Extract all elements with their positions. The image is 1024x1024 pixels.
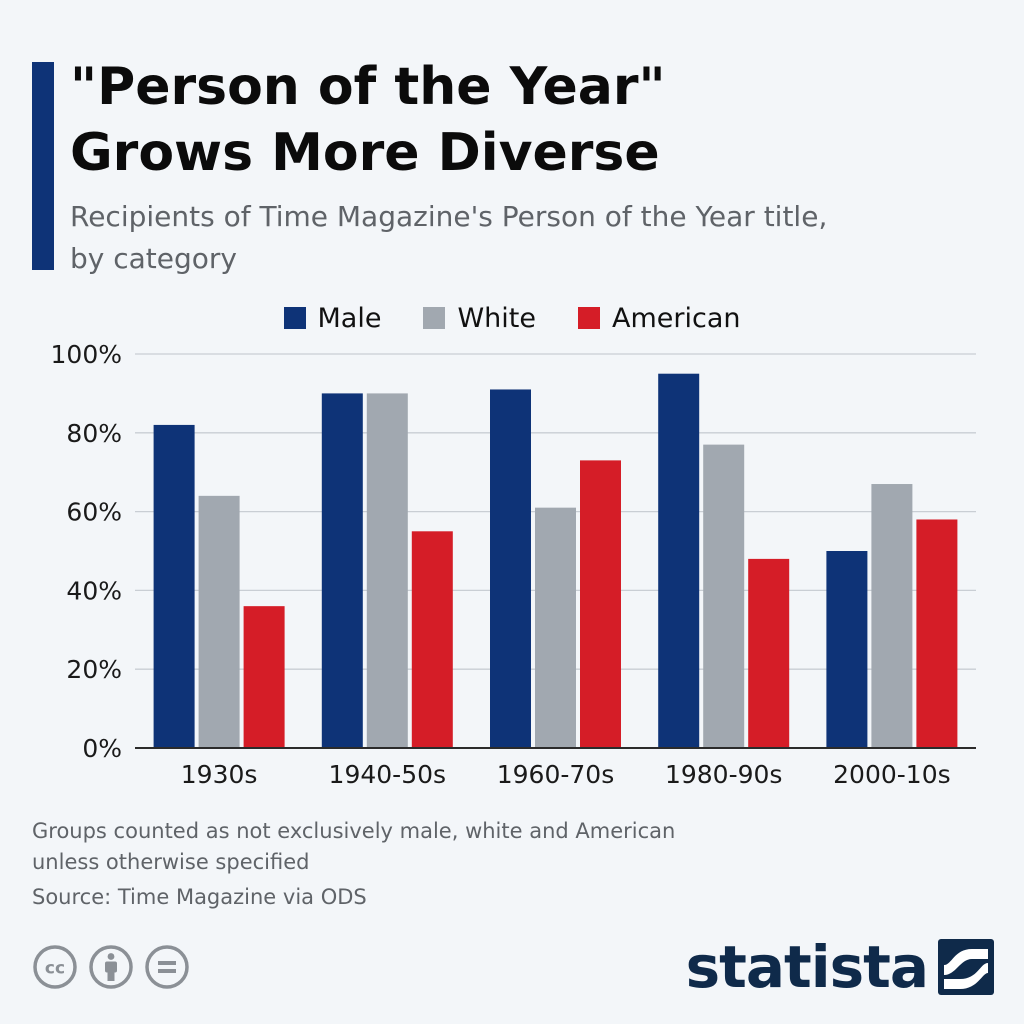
svg-text:cc: cc	[45, 959, 65, 979]
license-icons: cc	[32, 944, 190, 990]
bars-layer	[153, 373, 958, 748]
bar-male-1	[321, 393, 363, 748]
x-tick-label: 1980-90s	[665, 760, 782, 789]
bar-male-4	[826, 551, 868, 748]
brand-name: statista	[685, 933, 929, 1001]
bar-white-1	[366, 393, 408, 748]
bar-chart: 0% 20% 40% 60% 80% 100% 1930s 1940-50s 1960-70s 1…	[51, 340, 976, 789]
bar-white-0	[198, 495, 240, 748]
y-tick-label: 60%	[66, 498, 122, 527]
bar-american-2	[580, 460, 621, 748]
y-tick-label: 80%	[66, 419, 122, 448]
x-tick-label: 1960-70s	[497, 760, 614, 789]
bar-american-3	[748, 558, 790, 748]
legend-item-white: White	[423, 303, 536, 334]
bar-male-2	[490, 389, 531, 748]
y-tick-label: 20%	[66, 655, 122, 684]
subtitle-line-1: Recipients of Time Magazine's Person of …	[70, 200, 828, 233]
note-line-2: unless otherwise specified	[32, 850, 310, 874]
source-text: Source: Time Magazine via ODS	[32, 885, 367, 909]
title-accent-bar	[32, 62, 54, 270]
y-tick-label: 0%	[82, 734, 122, 763]
note-line-1: Groups counted as not exclusively male, …	[32, 819, 676, 843]
no-derivatives-icon[interactable]	[144, 944, 190, 990]
legend-swatch-white	[423, 307, 446, 329]
statista-logo-icon	[938, 939, 994, 995]
axis-layer: 0% 20% 40% 60% 80% 100% 1930s 1940-50s 1960-70s 1…	[51, 340, 976, 789]
bar-american-4	[916, 519, 958, 748]
y-tick-label: 40%	[66, 576, 122, 605]
legend-swatch-american	[577, 307, 600, 329]
chart-title: "Person of the Year" Grows More Diverse	[70, 54, 990, 186]
chart-legend: Male White American	[0, 300, 1024, 336]
legend-label-male: Male	[317, 302, 382, 334]
bar-white-4	[871, 484, 913, 748]
chart-note: Groups counted as not exclusively male, …	[32, 816, 832, 878]
legend-item-american: American	[577, 302, 741, 334]
title-line-2: Grows More Diverse	[70, 123, 660, 183]
statista-brand[interactable]: statista	[686, 934, 994, 1000]
title-line-1: "Person of the Year"	[70, 57, 666, 117]
legend-item-male: Male	[283, 302, 382, 334]
bar-male-3	[658, 373, 700, 748]
bar-male-0	[153, 424, 195, 748]
y-tick-label: 100%	[51, 340, 122, 369]
x-tick-label: 1940-50s	[329, 760, 446, 789]
attribution-icon[interactable]	[88, 944, 134, 990]
bar-white-3	[703, 444, 745, 748]
x-tick-label: 2000-10s	[833, 760, 950, 789]
subtitle-line-2: by category	[70, 242, 237, 275]
chart-subtitle: Recipients of Time Magazine's Person of …	[70, 196, 990, 280]
legend-swatch-male	[283, 307, 306, 329]
legend-label-white: White	[457, 302, 536, 334]
bar-white-2	[535, 507, 576, 748]
x-tick-label: 1930s	[181, 760, 258, 789]
bar-american-1	[411, 531, 453, 748]
bar-american-0	[243, 606, 285, 748]
cc-icon[interactable]: cc	[32, 944, 78, 990]
legend-label-american: American	[611, 302, 741, 334]
